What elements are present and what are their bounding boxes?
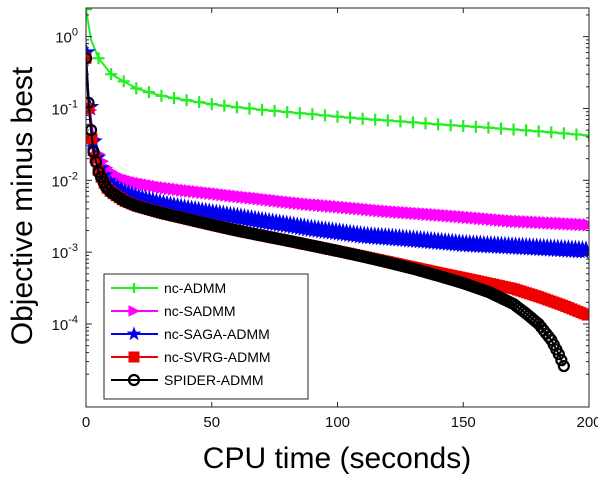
data-point-nc-admm [583,129,589,142]
x-tick-label: 100 [325,414,350,431]
data-point-nc-admm [570,128,583,141]
data-point-nc-admm [281,106,294,119]
data-point-nc-admm [469,120,482,133]
y-tick-label: 100 [55,27,78,47]
data-point-spider-admm [86,52,93,65]
legend-marker [128,351,140,363]
legend-label: nc-SVRG-ADMM [164,349,271,365]
legend-label: SPIDER-ADMM [164,372,264,388]
data-point-nc-admm [532,125,545,138]
x-tick-label: 200 [576,414,598,431]
y-axis-title: Objective minus best [6,66,39,345]
legend-marker [128,305,141,317]
data-point-nc-admm [180,94,193,107]
data-point-nc-admm [256,103,269,116]
data-point-nc-saga-admm [576,240,589,259]
data-point-nc-admm [230,101,243,114]
data-point-nc-admm [142,86,155,99]
legend-marker [129,283,139,293]
y-tick-label: 10-2 [52,170,78,190]
x-axis-title: CPU time (seconds) [203,442,471,475]
legend-item-nc-saga-admm: nc-SAGA-ADMM [111,326,270,342]
legend-item-spider-admm: SPIDER-ADMM [111,372,264,388]
x-tick-label: 150 [451,414,476,431]
data-point-nc-sadmm [582,218,589,232]
legend-item-nc-svrg-admm: nc-SVRG-ADMM [111,349,271,365]
legend-label: nc-SAGA-ADMM [164,326,270,342]
series-nc-saga-admm [86,42,589,259]
data-point-spider-admm [552,348,565,361]
data-point-nc-admm [243,102,256,115]
x-tick-label: 0 [82,414,90,431]
data-point-nc-admm [293,107,306,120]
data-point-nc-admm [419,117,432,130]
data-point-nc-admm [168,92,181,105]
x-tick-label: 50 [203,414,220,431]
legend-marker [126,326,142,341]
data-point-nc-admm [545,126,558,139]
data-point-nc-admm [155,89,168,102]
data-point-nc-admm [306,108,319,121]
data-point-spider-admm [555,354,568,367]
x-axis: 0 50 100 150 200 [82,8,598,431]
y-tick-label: 10-3 [52,242,78,262]
data-point-nc-admm [86,8,92,16]
data-point-nc-admm [117,75,130,88]
data-point-nc-admm [520,124,533,137]
series-nc-admm [86,8,589,142]
data-point-nc-admm [193,96,206,109]
data-point-nc-admm [344,111,357,124]
data-point-nc-admm [381,114,394,127]
data-point-nc-admm [331,110,344,123]
series-nc-sadmm [86,54,589,232]
data-point-nc-admm [507,123,520,136]
legend-item-nc-sadmm: nc-SADMM [111,303,236,319]
data-point-nc-svrg-admm [581,309,589,321]
legend-label: nc-SADMM [164,303,236,319]
data-point-nc-admm [557,127,570,140]
data-point-nc-admm [406,116,419,129]
y-tick-label: 10-1 [52,98,78,118]
legend-label: nc-ADMM [164,280,226,296]
data-point-nc-admm [268,104,281,117]
data-point-nc-admm [318,109,331,122]
y-tick-label: 10-4 [52,314,78,334]
data-point-nc-admm [369,113,382,126]
series-layer [86,8,589,373]
legend-marker [127,373,141,387]
legend-item-nc-admm: nc-ADMM [111,280,226,296]
data-point-nc-admm [205,98,218,111]
data-point-nc-admm [432,118,445,131]
data-point-nc-admm [92,52,105,65]
data-point-nc-admm [356,112,369,125]
legend: nc-ADMM nc-SADMM nc-SAGA-ADMM nc-SVRG-ADMM S… [103,273,309,400]
series-spider-admm [86,52,570,373]
data-point-nc-admm [394,115,407,128]
data-point-nc-admm [494,122,507,135]
data-point-nc-admm [444,119,457,132]
data-point-nc-admm [130,82,143,95]
data-point-nc-admm [218,99,231,112]
data-point-nc-admm [482,121,495,134]
y-axis: 10-4 10-3 10-2 10-1 100 [52,14,589,375]
data-point-nc-admm [105,68,118,81]
data-point-spider-admm [557,359,570,373]
data-point-spider-admm [86,96,95,109]
data-point-nc-admm [457,119,470,132]
